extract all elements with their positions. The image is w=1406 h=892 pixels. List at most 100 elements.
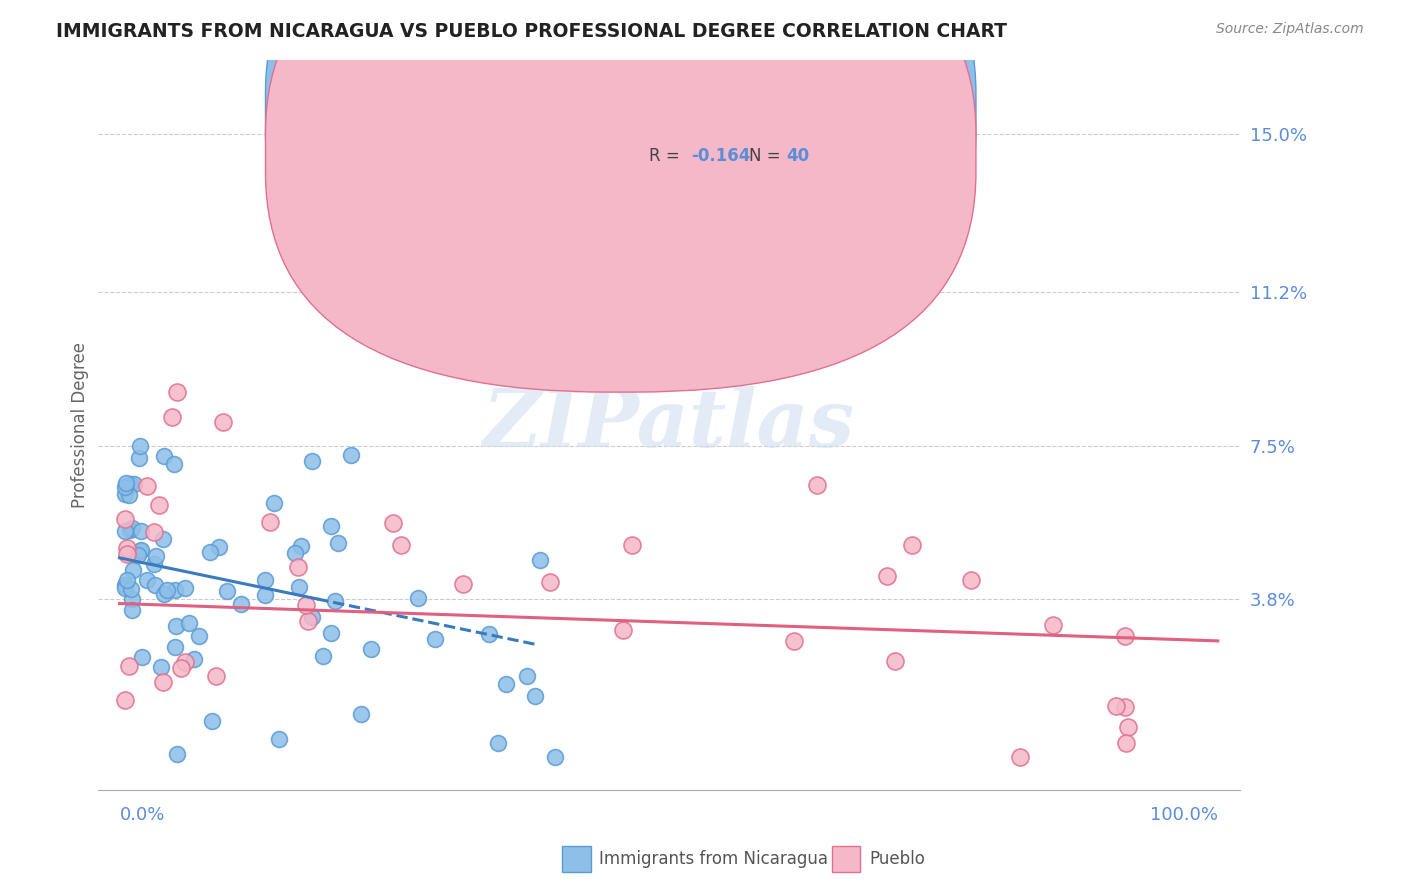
- Text: Immigrants from Nicaragua: Immigrants from Nicaragua: [599, 850, 828, 868]
- Point: [1042, 618, 1064, 632]
- Text: IMMIGRANTS FROM NICARAGUA VS PUEBLO PROFESSIONAL DEGREE CORRELATION CHART: IMMIGRANTS FROM NICARAGUA VS PUEBLO PROF…: [56, 22, 1007, 41]
- Point: [1114, 700, 1136, 714]
- FancyBboxPatch shape: [583, 93, 863, 198]
- Text: 0.0%: 0.0%: [120, 806, 165, 824]
- Point: [114, 512, 136, 526]
- Bar: [562, 846, 591, 872]
- Point: [129, 543, 152, 558]
- Point: [114, 476, 136, 491]
- Point: [254, 588, 277, 602]
- Point: [117, 573, 139, 587]
- Point: [1116, 720, 1139, 734]
- Point: [620, 538, 643, 552]
- Point: [382, 516, 405, 531]
- Point: [114, 480, 136, 494]
- Point: [524, 351, 547, 366]
- Point: [153, 587, 176, 601]
- Point: [360, 641, 382, 656]
- Text: R =: R =: [650, 107, 685, 125]
- Point: [1115, 736, 1137, 750]
- Point: [131, 650, 153, 665]
- Text: -0.306: -0.306: [692, 107, 751, 125]
- Point: [165, 619, 187, 633]
- Point: [183, 652, 205, 666]
- Point: [321, 518, 343, 533]
- Point: [538, 575, 561, 590]
- Point: [165, 640, 187, 654]
- Point: [145, 549, 167, 563]
- Bar: [832, 846, 860, 872]
- Point: [326, 536, 349, 550]
- Text: 100.0%: 100.0%: [1150, 806, 1218, 824]
- Point: [301, 609, 323, 624]
- Point: [198, 544, 221, 558]
- Point: [253, 574, 276, 588]
- Point: [188, 629, 211, 643]
- Point: [163, 583, 186, 598]
- Point: [217, 584, 239, 599]
- Point: [259, 515, 281, 529]
- Point: [486, 735, 509, 749]
- Point: [114, 487, 136, 501]
- Point: [876, 569, 898, 583]
- Point: [131, 524, 153, 539]
- Point: [406, 591, 429, 606]
- Point: [148, 498, 170, 512]
- Point: [287, 559, 309, 574]
- Point: [156, 582, 179, 597]
- Point: [122, 476, 145, 491]
- Text: N =: N =: [748, 147, 786, 165]
- Point: [515, 669, 537, 683]
- Point: [323, 594, 346, 608]
- Point: [173, 656, 195, 670]
- Point: [425, 632, 447, 646]
- Point: [136, 573, 159, 587]
- Point: [179, 615, 201, 630]
- Point: [389, 537, 412, 551]
- Text: Source: ZipAtlas.com: Source: ZipAtlas.com: [1216, 22, 1364, 37]
- Point: [263, 496, 285, 510]
- Point: [152, 674, 174, 689]
- Point: [212, 415, 235, 429]
- Point: [478, 627, 501, 641]
- Point: [806, 477, 828, 491]
- Point: [118, 523, 141, 537]
- Point: [166, 384, 188, 399]
- Point: [117, 488, 139, 502]
- Point: [149, 660, 172, 674]
- Point: [121, 592, 143, 607]
- Point: [166, 747, 188, 761]
- Point: [201, 714, 224, 729]
- Point: [340, 448, 363, 462]
- Text: Pueblo: Pueblo: [869, 850, 925, 868]
- Point: [900, 538, 922, 552]
- Point: [174, 582, 197, 596]
- Point: [451, 577, 474, 591]
- Point: [205, 669, 228, 683]
- Point: [229, 597, 252, 611]
- Point: [121, 603, 143, 617]
- Point: [523, 689, 546, 703]
- Point: [811, 252, 834, 266]
- FancyBboxPatch shape: [266, 0, 976, 392]
- Point: [267, 732, 290, 747]
- Point: [131, 543, 153, 558]
- Point: [544, 750, 567, 764]
- Point: [136, 479, 159, 493]
- Point: [1008, 750, 1031, 764]
- Point: [783, 633, 806, 648]
- Point: [114, 578, 136, 592]
- Point: [495, 676, 517, 690]
- Point: [115, 547, 138, 561]
- Point: [143, 577, 166, 591]
- Point: [1105, 699, 1128, 714]
- Text: 72: 72: [786, 107, 810, 125]
- Point: [114, 524, 136, 538]
- Point: [312, 649, 335, 664]
- Point: [297, 614, 319, 628]
- Text: 40: 40: [786, 147, 810, 165]
- Point: [142, 557, 165, 571]
- Point: [120, 582, 142, 596]
- Point: [960, 573, 983, 587]
- Y-axis label: Professional Degree: Professional Degree: [72, 342, 89, 508]
